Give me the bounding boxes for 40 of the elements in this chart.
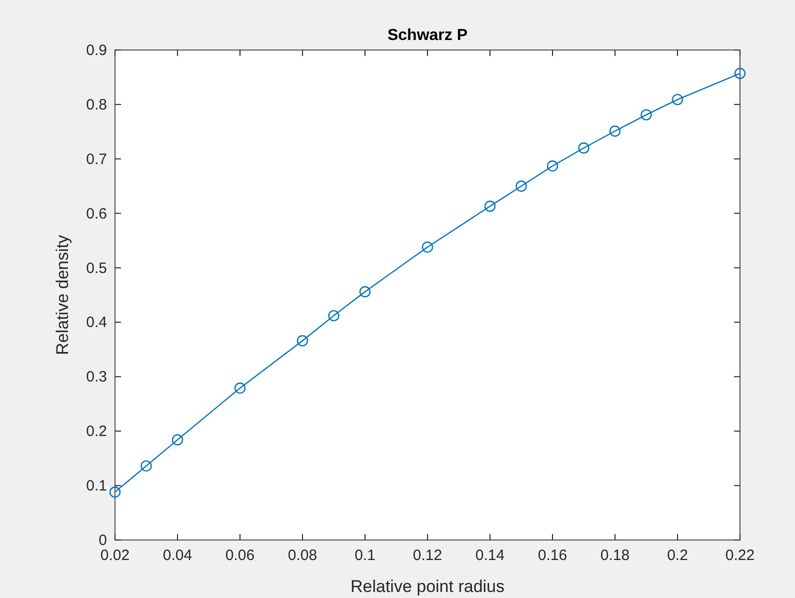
x-tick-label: 0.04 [162,547,192,564]
x-tick-label: 0.14 [475,547,505,564]
point [609,126,621,137]
point [578,142,590,154]
x-tick-label: 0.18 [600,547,630,564]
point [140,460,152,472]
y-tick-label: 0.6 [86,205,107,222]
point [640,109,652,120]
x-tick-label: 0.1 [354,547,376,564]
y-tick-label: 0.4 [86,314,107,332]
x-tick-label: 0.06 [225,547,255,564]
x-tick-label: 0.12 [412,547,442,564]
point [672,94,684,106]
point [109,486,121,498]
point [484,200,496,212]
x-tick-label: 0.02 [100,547,130,564]
point [296,335,308,346]
x-tick-label: 0.16 [538,547,568,564]
x-axis-title: Relative point radius [350,577,505,596]
x-tick-label: 0.22 [725,547,755,564]
point [546,160,558,172]
point [172,434,184,446]
y-tick-label: 0.3 [86,368,107,386]
y-tick-label: 0.8 [86,96,107,114]
point [422,241,434,253]
y-tick-label: 0 [98,532,107,549]
point [359,286,371,298]
y-tick-label: 0.2 [86,423,107,440]
y-tick-label: 0.7 [86,150,107,168]
x-tick-label: 0.08 [288,547,318,564]
chart-title: Schwarz P [387,27,468,44]
point [328,310,340,322]
point [734,68,746,80]
y-tick-label: 0.9 [86,42,107,59]
y-tick-label: 0.5 [86,260,107,277]
point [516,180,527,192]
y-tick-label: 0.1 [86,478,107,495]
y-axis-title: Relative density [53,234,72,356]
x-tick-label: 0.2 [667,547,688,564]
point [234,382,246,394]
